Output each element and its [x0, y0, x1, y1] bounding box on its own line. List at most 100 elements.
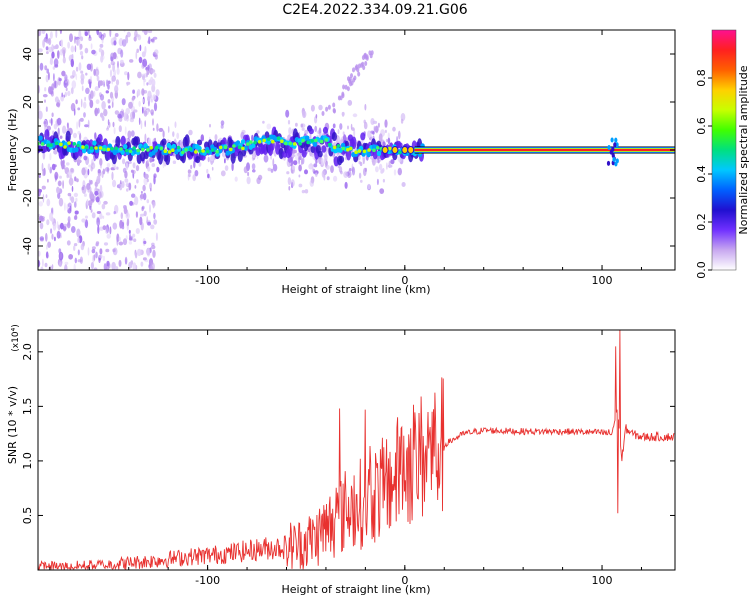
spectrogram-noise-point — [188, 173, 191, 178]
spectrogram-noise-point — [384, 119, 388, 128]
spectrogram-band-cell — [398, 150, 402, 155]
colorbar-ticks: 0.0 0.2 0.4 0.6 0.8 — [695, 69, 712, 279]
spectrogram-noise-point — [49, 60, 52, 65]
spectrogram-noise-point — [41, 185, 46, 190]
spectrogram-noise-point — [343, 171, 349, 179]
spectrogram-noise-point — [79, 47, 82, 51]
spectrogram-noise-point — [67, 90, 71, 97]
spectrogram-noise-point — [124, 71, 128, 76]
spectrogram-noise-point — [93, 267, 98, 270]
spectrogram-noise-point — [125, 235, 128, 240]
spectrogram-band-cell — [292, 142, 297, 146]
spectrogram-noise-point — [56, 186, 60, 194]
spectrogram-noise-point — [148, 265, 154, 270]
spectrogram-noise-point — [64, 91, 68, 98]
spectrogram-noise-point — [272, 163, 278, 172]
spectrogram-noise-point — [97, 169, 101, 174]
spectrogram-y-tick-label: 20 — [21, 95, 34, 109]
spectrogram-x-tick-label: 0 — [401, 274, 408, 287]
spectrogram-noise-point — [125, 162, 129, 171]
spectrogram-noise-point — [119, 183, 123, 189]
spectrogram-noise-point — [41, 30, 46, 35]
spectrogram-noise-point — [108, 263, 111, 269]
spectrogram-noise-point — [45, 74, 49, 83]
spectrogram-noise-point — [151, 163, 156, 168]
spectrogram-band-cell — [132, 146, 136, 150]
spectrogram-noise-point — [91, 249, 96, 254]
spectrogram-noise-point — [102, 168, 106, 175]
spectrogram-noise-point — [113, 211, 116, 215]
spectrogram-noise-point — [114, 33, 119, 37]
spectrogram-noise-point — [70, 168, 74, 173]
spectrogram-band-cell — [181, 150, 185, 155]
spectrogram-noise-point — [46, 68, 49, 74]
spectrogram-noise-point — [87, 30, 90, 36]
spectrogram-noise-point — [73, 132, 77, 139]
spectrogram-noise-point — [98, 191, 102, 199]
spectrogram-band-cell — [332, 145, 337, 150]
spectrogram-noise-point — [76, 159, 82, 164]
spectrogram-noise-point — [101, 203, 106, 210]
spectrogram-noise-point — [367, 183, 371, 190]
spectrogram-noise-point — [64, 261, 69, 265]
spectrogram-noise-point — [94, 181, 98, 187]
spectrogram-band-cell — [76, 143, 80, 148]
spectrogram-noise-point — [325, 165, 330, 170]
spectrogram-band-cell — [610, 137, 614, 143]
spectrogram-noise-point — [348, 168, 352, 172]
spectrogram-noise-point — [392, 126, 396, 132]
spectrogram-noise-point — [89, 191, 94, 200]
spectrogram-noise-point — [54, 80, 57, 89]
spectrogram-band-cell — [367, 148, 371, 152]
spectrogram-noise-point — [59, 175, 62, 179]
spectrogram-noise-point — [333, 108, 336, 114]
spectrogram-band-cell — [110, 146, 114, 151]
spectrogram-noise-point — [382, 178, 385, 183]
spectrogram-noise-point — [156, 166, 160, 173]
spectrogram-noise-point — [142, 257, 147, 261]
spectrogram-noise-point — [39, 236, 44, 241]
spectrogram-band-cell — [362, 149, 367, 154]
spectrogram-noise-point — [351, 127, 355, 131]
spectrogram-band-cell — [106, 147, 111, 152]
spectrogram-noise-point — [38, 215, 44, 222]
spectrogram-noise-point — [344, 84, 348, 90]
spectrogram-noise-point — [147, 95, 151, 102]
spectrogram-noise-point — [146, 216, 148, 225]
spectrogram-noise-point — [126, 31, 131, 38]
spectrogram-y-tick-label: 40 — [21, 47, 34, 61]
spectrogram-noise-point — [38, 259, 41, 268]
spectrogram-noise-point — [71, 80, 77, 89]
spectrogram-noise-point — [134, 252, 138, 259]
spectrogram-noise-point — [251, 134, 254, 142]
spectrogram-noise-point — [89, 99, 94, 109]
spectrogram-noise-point — [109, 69, 113, 78]
spectrogram-noise-point — [315, 172, 318, 177]
snr-y-tick-label: 2.0 — [21, 343, 34, 361]
spectrogram-noise-point — [45, 232, 48, 242]
spectrogram-noise-point — [172, 131, 175, 138]
spectrogram-band-cell — [354, 150, 358, 154]
spectrogram-noise-point — [135, 165, 140, 172]
spectrogram-noise-point — [43, 121, 47, 125]
spectrogram-noise-point — [137, 71, 142, 79]
spectrogram-noise-point — [97, 225, 100, 234]
spectrogram-noise-point — [187, 169, 191, 174]
spectrogram-noise-point — [142, 184, 146, 192]
spectrogram-noise-point — [376, 178, 379, 186]
spectrogram-noise-point — [152, 201, 156, 207]
spectrogram-noise-point — [86, 199, 89, 206]
spectrogram-noise-point — [370, 130, 375, 134]
spectrogram-noise-point — [95, 251, 98, 259]
spectrogram-noise-point — [193, 160, 196, 169]
spectrogram-noise-point — [291, 165, 296, 170]
spectrogram-noise-point — [153, 102, 158, 112]
spectrogram-noise-point — [47, 163, 51, 171]
spectrogram-noise-point — [80, 73, 85, 81]
spectrogram-noise-point — [71, 53, 74, 59]
spectrogram-noise-point — [152, 127, 155, 131]
spectrogram-noise-point — [378, 133, 383, 142]
spectrogram-noise-point — [287, 119, 291, 125]
spectrogram-noise-point — [58, 224, 61, 231]
snr-y-tick-label: 0.5 — [21, 507, 34, 525]
